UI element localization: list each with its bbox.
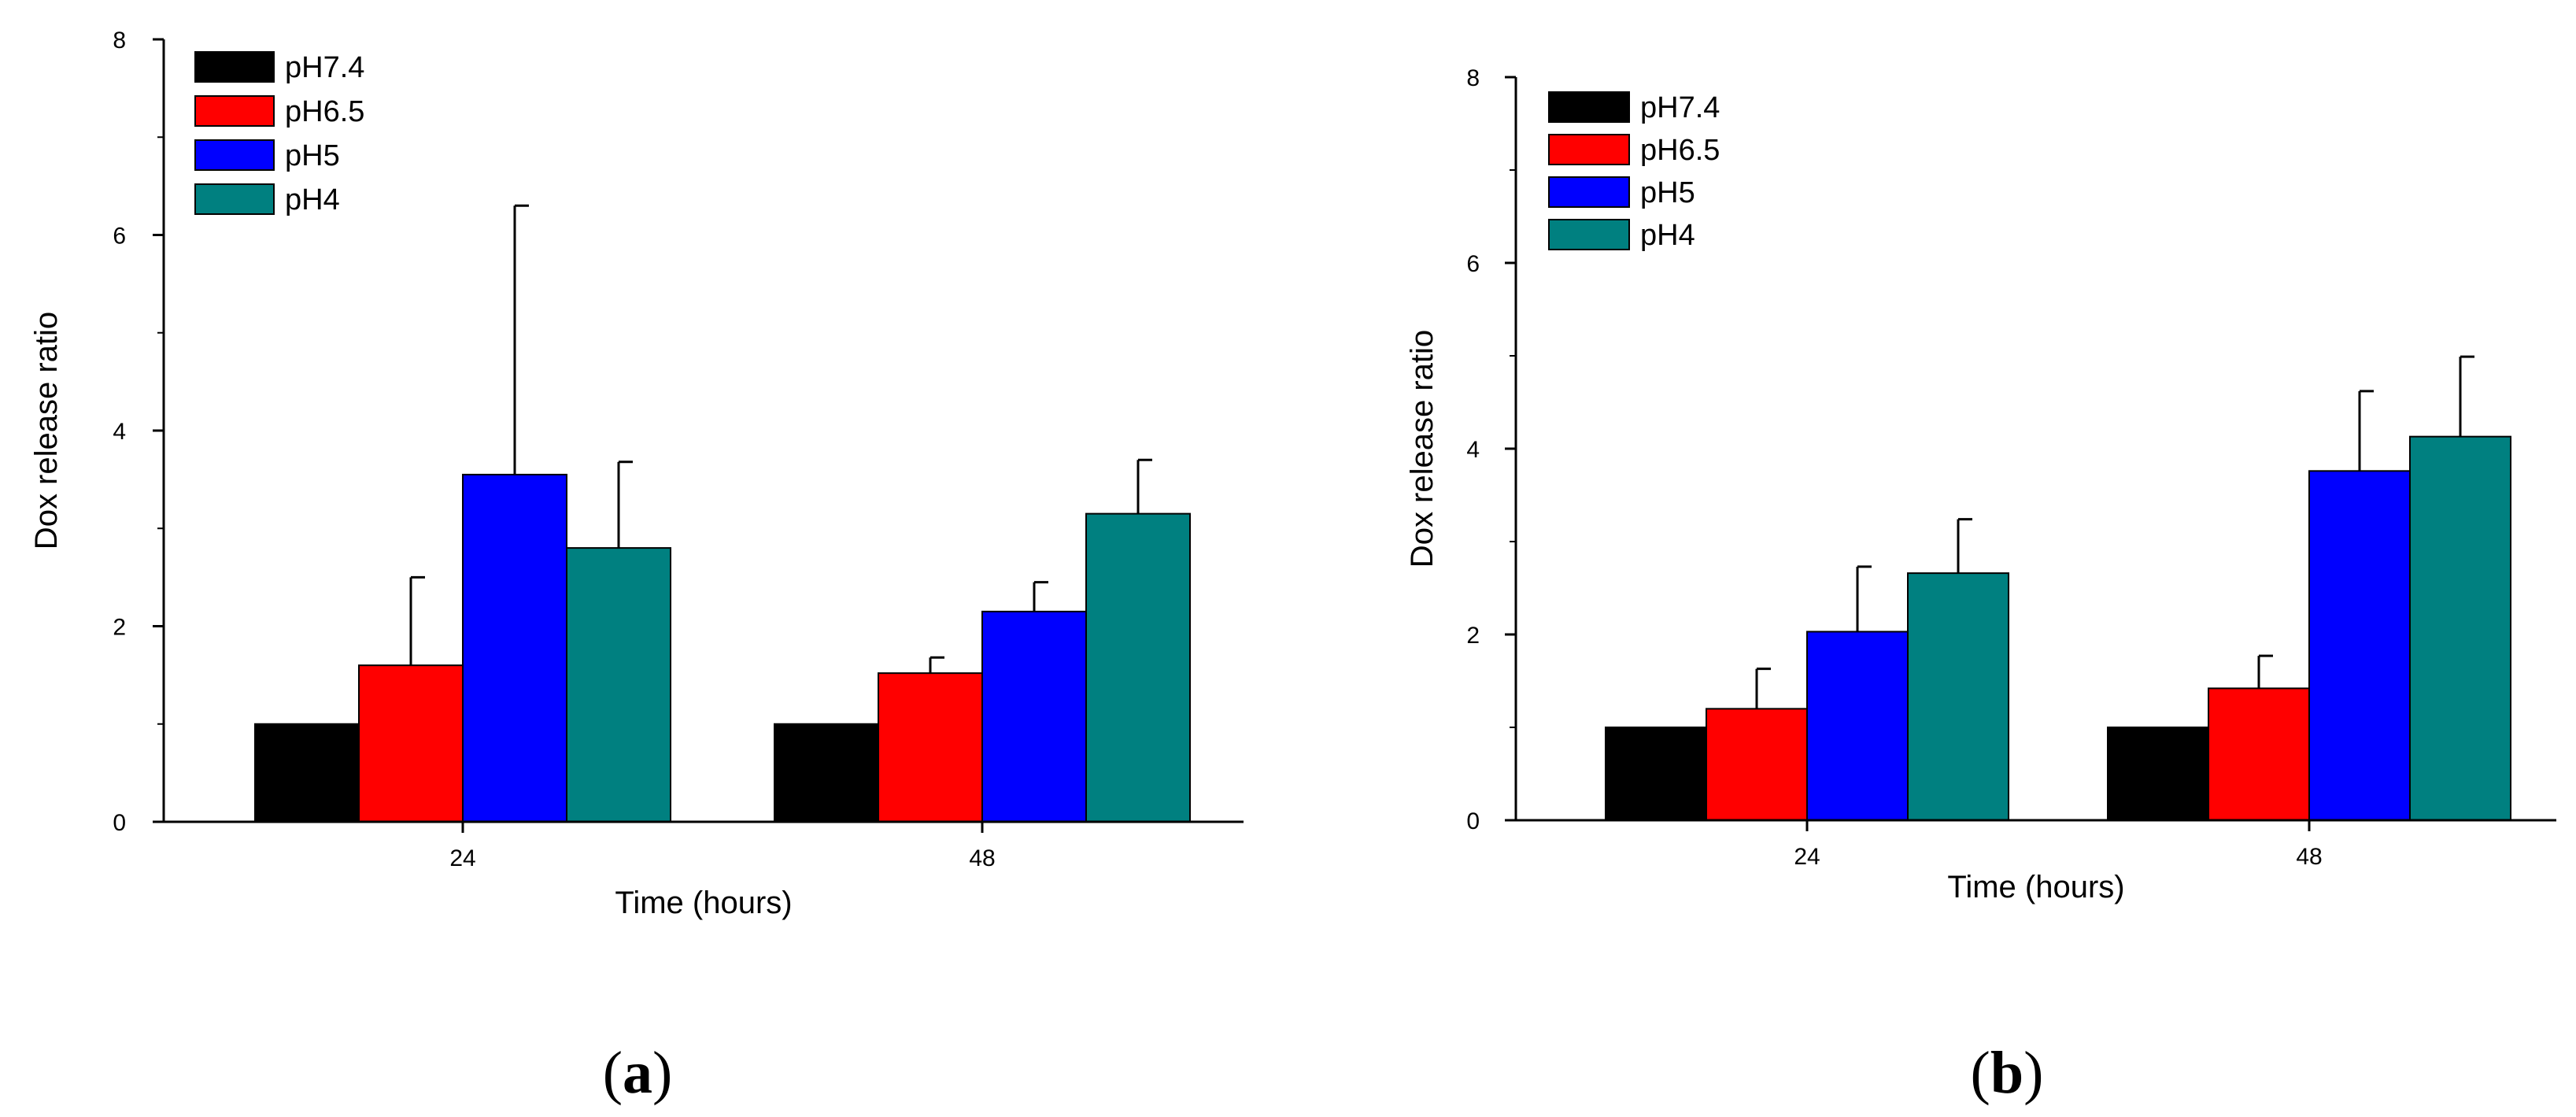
- bar-ph4-24h: [566, 547, 671, 823]
- caption-close-paren: ): [652, 1040, 672, 1106]
- caption-close-paren: ): [2023, 1040, 2043, 1106]
- x-tick-label: 24: [449, 845, 475, 871]
- legend: pH7.4 pH6.5 pH5 pH4: [1548, 91, 1720, 252]
- bar-ph5-48h: [2308, 470, 2411, 821]
- y-axis-title: Dox release ratio: [1405, 330, 1440, 568]
- y-tick-label: 6: [1466, 251, 1480, 277]
- x-axis-title: Time (hours): [1947, 870, 2124, 904]
- bar-ph6-5-24h: [358, 664, 464, 823]
- bar-ph5-48h: [981, 610, 1087, 823]
- legend-label: pH6.5: [1640, 134, 1720, 167]
- panel-caption: (b): [1971, 1040, 2044, 1106]
- legend-swatch: [1548, 91, 1630, 123]
- y-tick-label: 2: [1466, 623, 1480, 649]
- legend-swatch: [1548, 176, 1630, 208]
- x-tick-label: 48: [969, 845, 995, 871]
- bar-ph5-24h: [462, 473, 567, 823]
- caption-letter: b: [1990, 1040, 2023, 1106]
- legend-label: pH5: [285, 139, 340, 172]
- x-tick-label: 48: [2296, 844, 2322, 870]
- legend-label: pH6.5: [285, 95, 364, 128]
- bar-ph4-48h: [2409, 435, 2511, 821]
- legend-swatch: [194, 183, 275, 215]
- y-tick-label: 6: [113, 224, 126, 250]
- legend: pH7.4 pH6.5 pH5 pH4: [194, 51, 364, 216]
- legend-label: pH7.4: [285, 51, 364, 84]
- legend-label: pH4: [285, 183, 340, 216]
- legend-swatch: [194, 139, 275, 171]
- bar-ph6-5-24h: [1706, 708, 1808, 822]
- bar-ph7-4-24h: [254, 723, 360, 823]
- bar-ph4-24h: [1907, 572, 2009, 821]
- y-tick-label: 4: [1466, 437, 1480, 463]
- caption-open-paren: (: [603, 1040, 623, 1106]
- y-tick-label: 0: [1466, 808, 1480, 834]
- legend-swatch: [1548, 134, 1630, 165]
- bar-ph7-4-48h: [774, 723, 879, 823]
- bar-ph7-4-48h: [2107, 727, 2209, 821]
- bar-ph7-4-24h: [1605, 727, 1707, 821]
- legend-swatch: [1548, 219, 1630, 250]
- y-tick-label: 0: [113, 810, 126, 836]
- legend-swatch: [194, 95, 275, 127]
- caption-open-paren: (: [1971, 1040, 1990, 1106]
- y-tick-label: 8: [113, 28, 126, 54]
- y-axis-title: Dox release ratio: [29, 312, 64, 549]
- y-tick-label: 4: [113, 419, 126, 445]
- x-axis-title: Time (hours): [615, 886, 792, 920]
- legend-label: pH5: [1640, 176, 1695, 209]
- x-tick-label: 24: [1794, 844, 1820, 870]
- panel-caption: (a): [603, 1040, 673, 1106]
- bar-ph6-5-48h: [2208, 687, 2310, 821]
- caption-letter: a: [623, 1040, 652, 1106]
- y-tick-label: 8: [1466, 65, 1480, 91]
- y-tick-label: 2: [113, 615, 126, 641]
- legend-label: pH4: [1640, 219, 1695, 252]
- legend-label: pH7.4: [1640, 91, 1720, 124]
- bar-ph4-48h: [1085, 512, 1191, 823]
- bar-ph6-5-48h: [878, 672, 983, 823]
- bar-ph5-24h: [1806, 631, 1909, 822]
- legend-swatch: [194, 51, 275, 83]
